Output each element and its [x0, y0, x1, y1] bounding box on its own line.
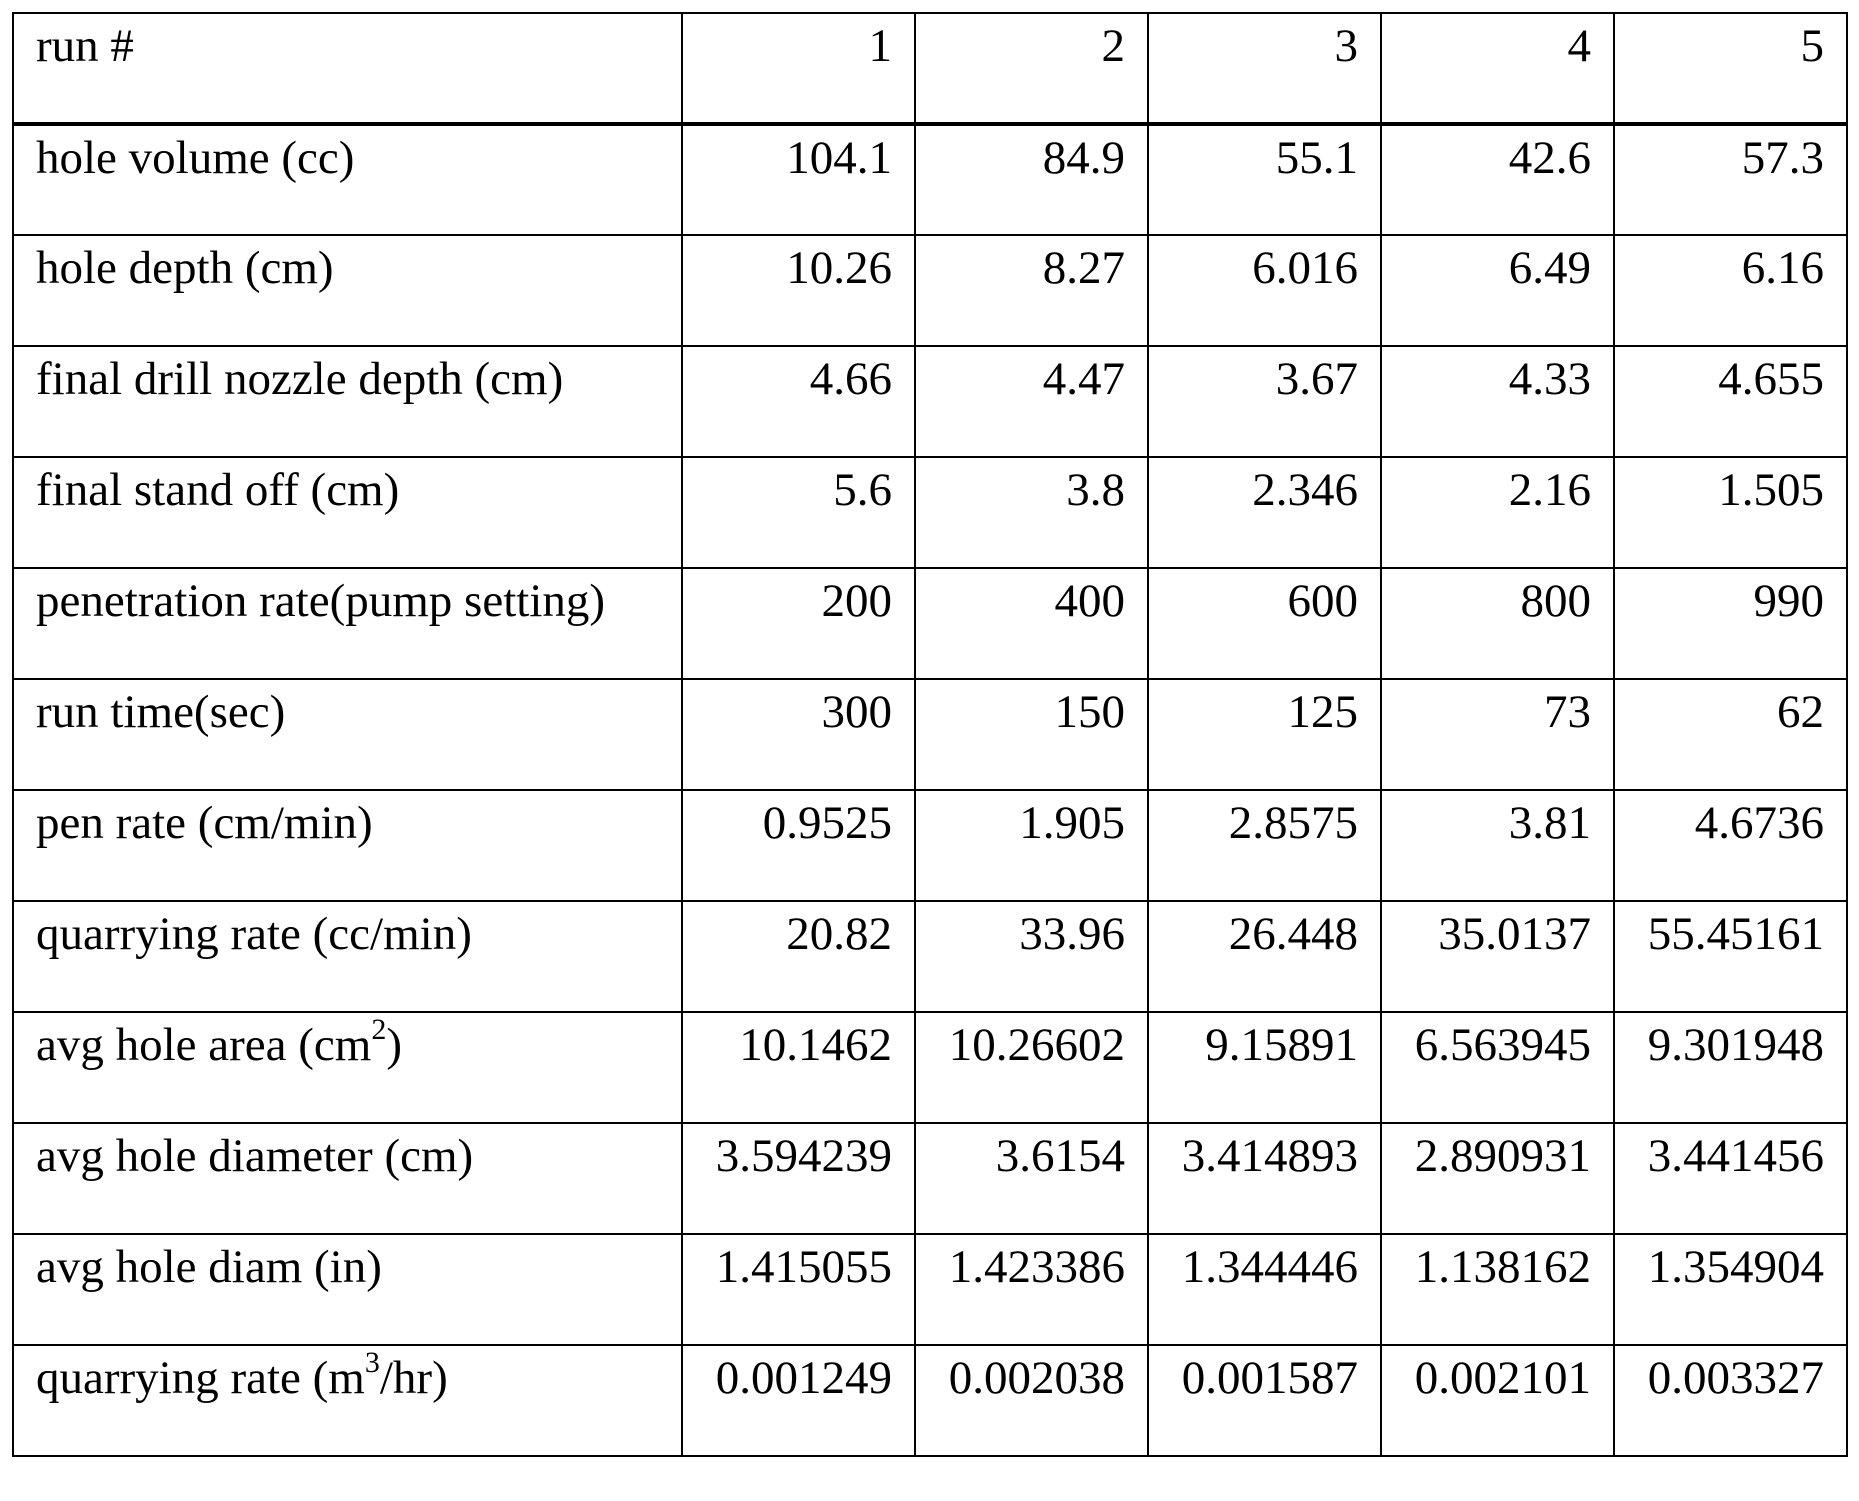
table-row-run-time: run time(sec) 300 150 125 73 62	[12, 678, 1848, 791]
table-row-hole-depth: hole depth (cm) 10.26 8.27 6.016 6.49 6.…	[12, 234, 1848, 347]
table-cell: 4.655	[1613, 345, 1848, 458]
table-cell: 33.96	[914, 900, 1149, 1013]
table-cell: 6.563945	[1380, 1011, 1615, 1124]
table-cell: 2.8575	[1147, 789, 1382, 902]
table-row-pen-rate: pen rate (cm/min) 0.9525 1.905 2.8575 3.…	[12, 789, 1848, 902]
table-row-avg-hole-diam-in: avg hole diam (in) 1.415055 1.423386 1.3…	[12, 1233, 1848, 1346]
table-cell: 0.001249	[681, 1344, 916, 1457]
table-cell: 104.1	[681, 123, 916, 236]
table-cell: 1.138162	[1380, 1233, 1615, 1346]
table-row-penetration-rate: penetration rate(pump setting) 200 400 6…	[12, 567, 1848, 680]
table-row-quarrying-rate-cc: quarrying rate (cc/min) 20.82 33.96 26.4…	[12, 900, 1848, 1013]
table-cell: 0.002101	[1380, 1344, 1615, 1457]
row-label: quarrying rate (cc/min)	[12, 900, 683, 1013]
table-cell: 57.3	[1613, 123, 1848, 236]
table-cell: 300	[681, 678, 916, 791]
table-cell: 3.81	[1380, 789, 1615, 902]
table-cell: 5.6	[681, 456, 916, 569]
table-cell: 1.505	[1613, 456, 1848, 569]
run-header-1: 1	[681, 12, 916, 126]
table-row-final-drill-nozzle-depth: final drill nozzle depth (cm) 4.66 4.47 …	[12, 345, 1848, 458]
run-header-2: 2	[914, 12, 1149, 126]
table-cell: 73	[1380, 678, 1615, 791]
table-cell: 2.890931	[1380, 1122, 1615, 1235]
data-table: run # 1 2 3 4 5 hole volume (cc) 104.1 8…	[12, 12, 1848, 1457]
table-cell: 0.003327	[1613, 1344, 1848, 1457]
table-cell: 400	[914, 567, 1149, 680]
row-label: penetration rate(pump setting)	[12, 567, 683, 680]
table-cell: 55.1	[1147, 123, 1382, 236]
row-label-suffix: )	[386, 1019, 402, 1071]
table-cell: 4.6736	[1613, 789, 1848, 902]
table-cell: 6.49	[1380, 234, 1615, 347]
table-cell: 8.27	[914, 234, 1149, 347]
table-cell: 26.448	[1147, 900, 1382, 1013]
row-label: run time(sec)	[12, 678, 683, 791]
header-row: run # 1 2 3 4 5	[12, 12, 1848, 126]
table-cell: 4.33	[1380, 345, 1615, 458]
header-label: run #	[12, 12, 683, 126]
table-cell: 3.414893	[1147, 1122, 1382, 1235]
table-cell: 600	[1147, 567, 1382, 680]
table-cell: 0.9525	[681, 789, 916, 902]
run-header-5: 5	[1613, 12, 1848, 126]
table-cell: 3.594239	[681, 1122, 916, 1235]
table-row-final-stand-off: final stand off (cm) 5.6 3.8 2.346 2.16 …	[12, 456, 1848, 569]
table-cell: 3.6154	[914, 1122, 1149, 1235]
table-row-quarrying-rate-m3: quarrying rate (m3/hr) 0.001249 0.002038…	[12, 1344, 1848, 1457]
table-cell: 200	[681, 567, 916, 680]
table-cell: 3.8	[914, 456, 1149, 569]
table-cell: 55.45161	[1613, 900, 1848, 1013]
table-cell: 1.423386	[914, 1233, 1149, 1346]
row-label-prefix: quarrying rate (m	[36, 1352, 365, 1404]
table-cell: 1.905	[914, 789, 1149, 902]
table-cell: 6.16	[1613, 234, 1848, 347]
row-label: avg hole area (cm2)	[12, 1011, 683, 1124]
table-cell: 84.9	[914, 123, 1149, 236]
table-row-avg-hole-diameter: avg hole diameter (cm) 3.594239 3.6154 3…	[12, 1122, 1848, 1235]
table-cell: 6.016	[1147, 234, 1382, 347]
table-cell: 0.001587	[1147, 1344, 1382, 1457]
table-cell: 9.301948	[1613, 1011, 1848, 1124]
table-cell: 10.26	[681, 234, 916, 347]
table-cell: 10.26602	[914, 1011, 1149, 1124]
table-cell: 2.346	[1147, 456, 1382, 569]
table-cell: 1.354904	[1613, 1233, 1848, 1346]
table-cell: 2.16	[1380, 456, 1615, 569]
table-cell: 4.66	[681, 345, 916, 458]
table-body: run # 1 2 3 4 5 hole volume (cc) 104.1 8…	[12, 12, 1848, 1457]
row-label: hole volume (cc)	[12, 123, 683, 236]
row-label-superscript: 2	[371, 1013, 387, 1047]
table-cell: 1.415055	[681, 1233, 916, 1346]
table-cell: 62	[1613, 678, 1848, 791]
table-cell: 150	[914, 678, 1149, 791]
row-label-prefix: avg hole area (cm	[36, 1019, 372, 1071]
table-cell: 42.6	[1380, 123, 1615, 236]
table-cell: 800	[1380, 567, 1615, 680]
table-cell: 10.1462	[681, 1011, 916, 1124]
table-cell: 1.344446	[1147, 1233, 1382, 1346]
row-label-suffix: /hr)	[379, 1352, 448, 1404]
table-cell: 0.002038	[914, 1344, 1149, 1457]
table-row-hole-volume: hole volume (cc) 104.1 84.9 55.1 42.6 57…	[12, 123, 1848, 236]
row-label-superscript: 3	[364, 1346, 380, 1380]
table-cell: 4.47	[914, 345, 1149, 458]
row-label: avg hole diam (in)	[12, 1233, 683, 1346]
row-label: final stand off (cm)	[12, 456, 683, 569]
table-cell: 125	[1147, 678, 1382, 791]
table-row-avg-hole-area: avg hole area (cm2) 10.1462 10.26602 9.1…	[12, 1011, 1848, 1124]
run-header-3: 3	[1147, 12, 1382, 126]
table-cell: 35.0137	[1380, 900, 1615, 1013]
row-label: avg hole diameter (cm)	[12, 1122, 683, 1235]
row-label: pen rate (cm/min)	[12, 789, 683, 902]
table-cell: 3.441456	[1613, 1122, 1848, 1235]
table-cell: 990	[1613, 567, 1848, 680]
table-cell: 9.15891	[1147, 1011, 1382, 1124]
run-header-4: 4	[1380, 12, 1615, 126]
row-label: quarrying rate (m3/hr)	[12, 1344, 683, 1457]
row-label: hole depth (cm)	[12, 234, 683, 347]
table-cell: 3.67	[1147, 345, 1382, 458]
table-cell: 20.82	[681, 900, 916, 1013]
row-label: final drill nozzle depth (cm)	[12, 345, 683, 458]
